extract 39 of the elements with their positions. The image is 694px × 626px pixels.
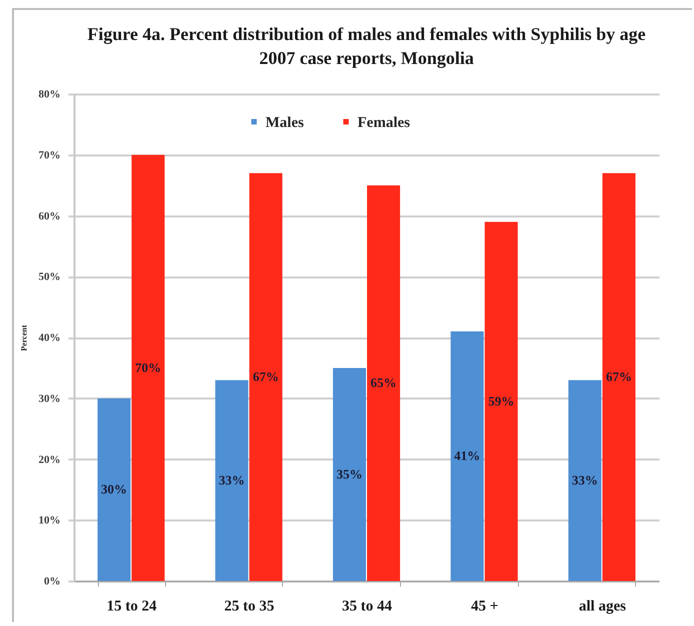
legend-label: Females xyxy=(358,114,410,131)
data-label: 67% xyxy=(606,369,632,384)
y-tick-label: 30% xyxy=(38,392,60,405)
y-tick-label: 20% xyxy=(38,454,60,466)
legend-label: Males xyxy=(266,114,304,131)
data-label: 30% xyxy=(101,482,128,497)
x-tick-label: 15 to 24 xyxy=(106,598,158,614)
bar xyxy=(568,380,602,581)
bar xyxy=(132,154,165,581)
bar xyxy=(450,331,484,581)
data-label: 33% xyxy=(572,472,598,488)
y-tick-label: 60% xyxy=(38,210,60,222)
y-tick-label: 10% xyxy=(38,514,60,527)
bar xyxy=(332,368,366,581)
x-tick-label: 45 + xyxy=(471,598,498,614)
bar xyxy=(602,173,636,581)
data-label: 70% xyxy=(135,360,162,375)
y-tick-label: 40% xyxy=(38,332,60,344)
x-tick-label: all ages xyxy=(578,598,626,614)
y-tick-label: 80% xyxy=(38,88,60,100)
bar xyxy=(249,173,282,581)
bar xyxy=(484,222,518,581)
data-label: 41% xyxy=(454,448,480,464)
chart-title: Figure 4a. Percent distribution of males and females with Syphilis by age xyxy=(87,24,646,44)
y-tick-label: 0% xyxy=(44,576,60,588)
data-label: 35% xyxy=(336,466,362,482)
y-tick-label: 50% xyxy=(38,271,60,284)
data-label: 67% xyxy=(252,369,279,384)
data-label: 33% xyxy=(218,472,245,488)
bar xyxy=(98,398,131,581)
data-label: 59% xyxy=(488,393,514,408)
bar xyxy=(367,185,400,581)
y-axis-title: Percent xyxy=(20,324,28,352)
y-tick-label: 70% xyxy=(38,149,60,162)
bar xyxy=(215,380,248,581)
data-label: 65% xyxy=(370,375,397,390)
x-tick-label: 25 to 35 xyxy=(224,598,274,614)
chart-subtitle: 2007 case reports, Mongolia xyxy=(259,48,474,68)
x-tick-label: 35 to 44 xyxy=(342,598,392,614)
